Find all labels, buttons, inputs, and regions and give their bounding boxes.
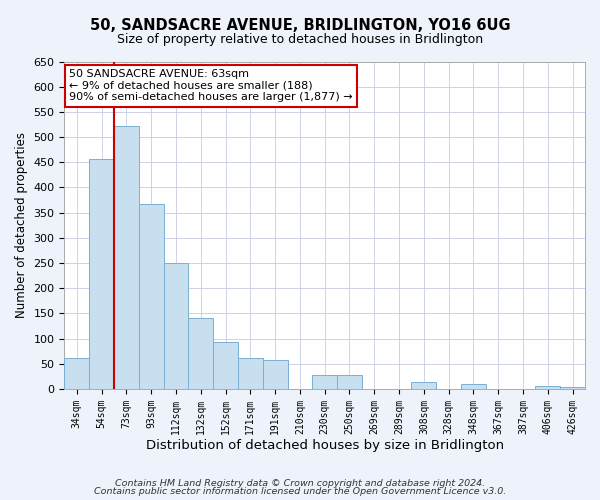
Text: 50 SANDSACRE AVENUE: 63sqm
← 9% of detached houses are smaller (188)
90% of semi: 50 SANDSACRE AVENUE: 63sqm ← 9% of detac… xyxy=(70,69,353,102)
X-axis label: Distribution of detached houses by size in Bridlington: Distribution of detached houses by size … xyxy=(146,440,504,452)
Bar xyxy=(263,360,287,389)
Bar xyxy=(188,318,213,389)
Bar xyxy=(461,384,486,389)
Text: Contains HM Land Registry data © Crown copyright and database right 2024.: Contains HM Land Registry data © Crown c… xyxy=(115,478,485,488)
Y-axis label: Number of detached properties: Number of detached properties xyxy=(15,132,28,318)
Text: Size of property relative to detached houses in Bridlington: Size of property relative to detached ho… xyxy=(117,32,483,46)
Bar xyxy=(313,376,337,389)
Bar xyxy=(560,388,585,389)
Text: 50, SANDSACRE AVENUE, BRIDLINGTON, YO16 6UG: 50, SANDSACRE AVENUE, BRIDLINGTON, YO16 … xyxy=(89,18,511,32)
Bar xyxy=(412,382,436,389)
Bar xyxy=(114,126,139,389)
Text: Contains public sector information licensed under the Open Government Licence v3: Contains public sector information licen… xyxy=(94,487,506,496)
Bar xyxy=(139,204,164,389)
Bar xyxy=(89,159,114,389)
Bar xyxy=(337,376,362,389)
Bar xyxy=(164,263,188,389)
Bar xyxy=(535,386,560,389)
Bar xyxy=(238,358,263,389)
Bar xyxy=(64,358,89,389)
Bar xyxy=(213,342,238,389)
